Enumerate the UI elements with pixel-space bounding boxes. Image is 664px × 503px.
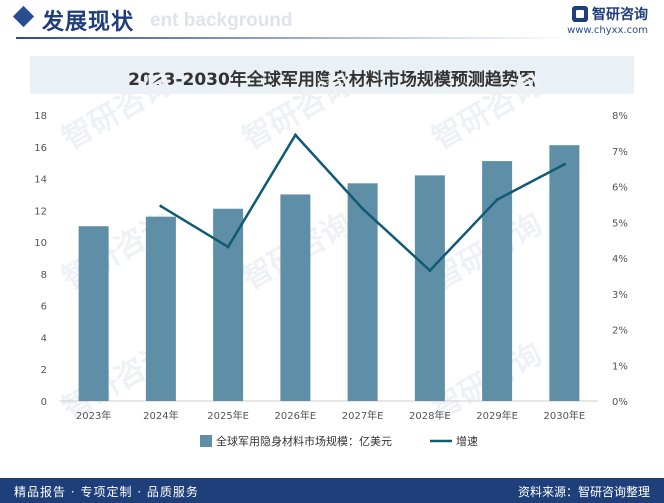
bar <box>145 216 176 401</box>
growth-point <box>159 204 163 208</box>
bar <box>347 183 378 401</box>
brand: 智研咨询 www.chyxx.com <box>567 4 648 36</box>
x-tick-label: 2024年 <box>143 409 178 422</box>
y-left-tick-label: 14 <box>34 175 47 186</box>
footer-source: 资料来源：智研咨询整理 <box>517 485 650 499</box>
plot-area: 0 2 4 6 8 10 12 14 16 18 0% 1% 2% 3% 4% 5% 6% 7% 8% 2023年 20… <box>34 111 628 448</box>
footer-bar: 精品报告 · 专项定制 · 品质服务 资料来源：智研咨询整理 <box>0 478 664 503</box>
watermark: 智研咨询 <box>237 67 358 157</box>
growth-point <box>562 162 566 166</box>
y-left-tick-label: 16 <box>34 143 47 154</box>
chart-title: 2023-2030年全球军用隐身材料市场规模预测趋势图 <box>128 70 536 90</box>
footer-tagline: 精品报告 · 专项定制 · 品质服务 <box>14 485 199 499</box>
x-tick-label: 2025年E <box>207 409 249 422</box>
y-left-tick-label: 6 <box>41 302 47 313</box>
bar <box>482 161 513 401</box>
legend-label-bar: 全球军用隐身材料市场规模：亿美元 <box>216 434 392 448</box>
section-title: 发展现状 <box>42 9 135 35</box>
header-ghost-text: ent background <box>150 10 293 31</box>
watermark: 智研咨询 <box>427 67 548 157</box>
y-left-tick-label: 8 <box>41 270 47 281</box>
y-right-tick-label: 8% <box>612 111 628 122</box>
x-tick-label: 2027年E <box>342 409 384 422</box>
header: 发展现状 ent background 智研咨询 www.chyxx.com <box>0 0 664 40</box>
growth-point <box>361 207 365 211</box>
x-tick-label: 2023年 <box>76 409 111 422</box>
growth-point <box>226 245 230 249</box>
y-left-tick-label: 0 <box>41 397 47 408</box>
y-right-tick-label: 6% <box>612 183 628 194</box>
y-right-tick-label: 7% <box>612 147 628 158</box>
x-tick-label: 2030年E <box>543 409 585 422</box>
brand-url: www.chyxx.com <box>567 25 648 36</box>
bar <box>280 194 311 401</box>
header-divider <box>16 37 576 39</box>
x-tick-label: 2028年E <box>409 409 451 422</box>
brand-logo-icon <box>572 6 588 22</box>
y-right-tick-label: 2% <box>612 326 628 337</box>
growth-point <box>428 269 432 273</box>
growth-point <box>495 198 499 202</box>
watermark: 智研咨询 <box>57 67 178 157</box>
chart-title-banner: 2023-2030年全球军用隐身材料市场规模预测趋势图 <box>30 56 634 94</box>
y-right-tick-label: 3% <box>612 290 628 301</box>
y-left-tick-label: 12 <box>34 206 47 217</box>
y-left-tick-label: 2 <box>41 365 47 376</box>
y-right-tick-label: 4% <box>612 254 628 265</box>
bar <box>414 175 445 401</box>
growth-point <box>293 133 297 137</box>
y-right-tick-label: 1% <box>612 361 628 372</box>
y-left-tick-label: 18 <box>34 111 47 122</box>
legend-label-line: 增速 <box>456 434 478 448</box>
y-right-tick-label: 5% <box>612 218 628 229</box>
x-tick-label: 2026年E <box>274 409 316 422</box>
bar <box>213 208 244 401</box>
chart: 智研咨询智研咨询智研咨询智研咨询智研咨询智研咨询智研咨询智研咨询 0246810… <box>34 67 628 448</box>
y-left-tick-label: 4 <box>41 333 47 344</box>
bar <box>78 226 109 401</box>
brand-name: 智研咨询 <box>592 7 648 23</box>
y-left-tick-label: 10 <box>34 238 47 249</box>
bar <box>549 145 580 401</box>
legend-swatch-bar <box>200 435 212 447</box>
y-right-tick-label: 0% <box>612 397 628 408</box>
x-tick-label: 2029年E <box>476 409 518 422</box>
